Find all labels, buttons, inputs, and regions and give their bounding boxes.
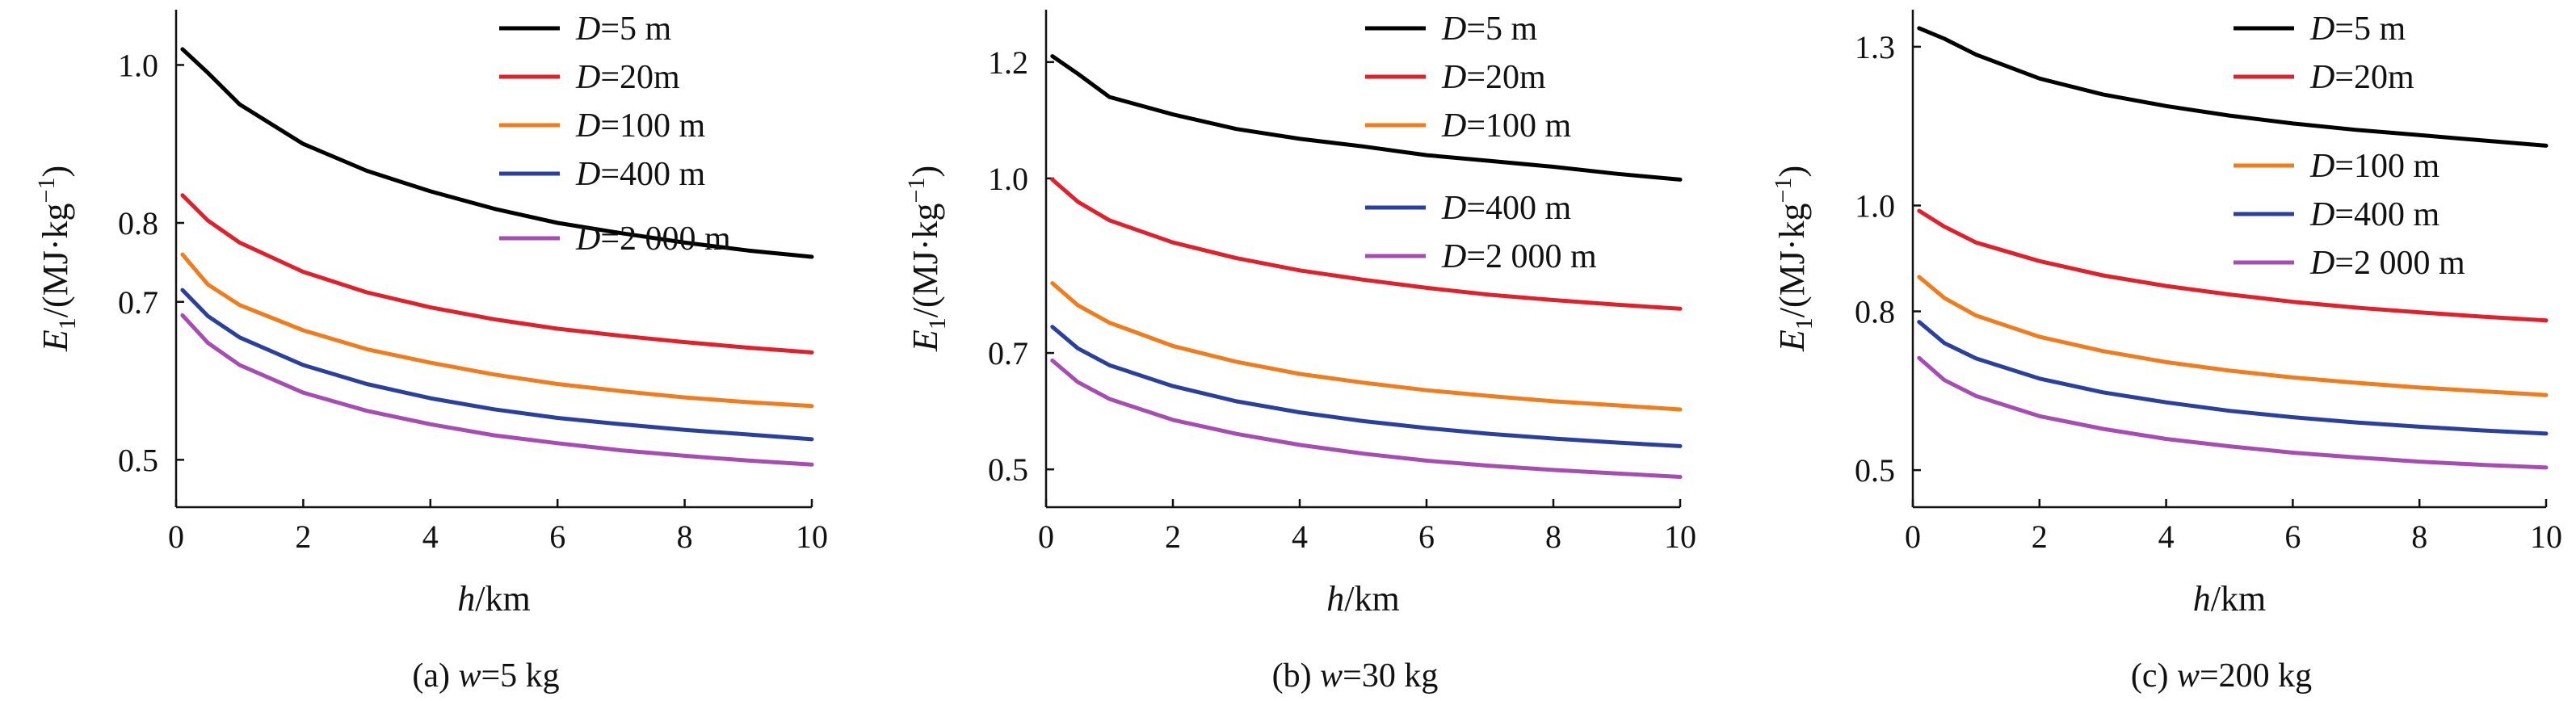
y-axis-label: E1/(MJ·kg−1) xyxy=(33,166,81,352)
series-line-1 xyxy=(1050,54,1683,182)
x-tick-label: 10 xyxy=(1664,518,1696,555)
series-line-4 xyxy=(180,288,814,442)
x-axis-label: h/km xyxy=(1326,579,1399,619)
x-tick-label: 0 xyxy=(1905,518,1921,555)
legend-label: D=100 m xyxy=(1441,107,1572,145)
series-line-3 xyxy=(1917,275,2549,397)
series-line-3 xyxy=(1050,281,1683,412)
y-tick-label: 1.3 xyxy=(1855,29,1895,65)
panel-caption: (a) w=5 kg xyxy=(412,657,559,695)
x-tick-label: 10 xyxy=(796,518,828,555)
legend-label: D=400 m xyxy=(2309,196,2440,233)
y-axis-label: E1/(MJ·kg−1) xyxy=(903,166,951,352)
series-line-5 xyxy=(180,313,814,467)
series-line-5 xyxy=(1050,358,1683,479)
legend-label: D=100 m xyxy=(575,107,706,145)
series-line-1 xyxy=(180,47,814,259)
x-axis-label: h/km xyxy=(457,579,530,619)
x-tick-label: 8 xyxy=(677,518,693,555)
legend-label: D=400 m xyxy=(575,156,706,193)
x-tick-label: 2 xyxy=(1165,518,1181,555)
legend-label: D=20m xyxy=(1441,59,1546,96)
legend-label: D=5 m xyxy=(575,10,672,48)
x-tick-label: 2 xyxy=(2032,518,2048,555)
chart-panel-1: 0 2 4 6 8 10 0.5 0.7 0.8 1.0 h/km E1/(MJ·kg−1) D=5 m… xyxy=(33,10,828,695)
x-tick-label: 6 xyxy=(2284,518,2301,555)
legend-label: D=400 m xyxy=(1441,190,1572,227)
y-tick-label: 0.5 xyxy=(1855,452,1895,489)
panel-caption: (b) w=30 kg xyxy=(1272,657,1439,695)
y-tick-label: 1.0 xyxy=(118,47,158,83)
x-axis-label: h/km xyxy=(2193,579,2266,619)
x-tick-label: 6 xyxy=(549,518,565,555)
x-tick-label: 6 xyxy=(1418,518,1435,555)
y-tick-label: 0.7 xyxy=(988,335,1028,371)
legend-label: D=20m xyxy=(2309,59,2414,96)
x-tick-label: 2 xyxy=(295,518,311,555)
series-line-5 xyxy=(1917,355,2549,470)
series-line-1 xyxy=(1917,26,2549,148)
series-line-4 xyxy=(1917,320,2549,436)
y-tick-label: 0.5 xyxy=(988,451,1028,488)
legend-label: D=5 m xyxy=(2309,10,2406,48)
legend-label: D=5 m xyxy=(1441,10,1538,48)
legend-label: D=2 000 m xyxy=(1441,238,1597,275)
chart-panel-3: 0 2 4 6 8 10 0.5 0.8 1.0 1.3 h/km E1/(MJ·kg−1) D=5 m… xyxy=(1770,10,2562,695)
x-tick-label: 4 xyxy=(2158,518,2175,555)
x-tick-label: 0 xyxy=(1038,518,1054,555)
series-line-2 xyxy=(1050,177,1683,311)
legend-label: D=2 000 m xyxy=(2309,245,2465,282)
y-tick-label: 0.8 xyxy=(118,205,158,241)
x-tick-label: 0 xyxy=(168,518,184,555)
series-line-3 xyxy=(180,252,814,409)
y-tick-label: 1.0 xyxy=(1855,187,1895,224)
legend-label: D=100 m xyxy=(2309,148,2440,185)
panel-caption: (c) w=200 kg xyxy=(2131,657,2312,695)
x-tick-label: 4 xyxy=(422,518,439,555)
x-tick-label: 8 xyxy=(1545,518,1561,555)
x-tick-label: 10 xyxy=(2530,518,2562,555)
x-tick-label: 8 xyxy=(2411,518,2427,555)
series-line-2 xyxy=(180,193,814,355)
legend-label: D=2 000 m xyxy=(575,220,731,258)
y-tick-label: 0.5 xyxy=(118,442,158,478)
legend-label: D=20m xyxy=(575,59,680,96)
y-tick-label: 1.0 xyxy=(988,161,1028,197)
series-line-2 xyxy=(1917,208,2549,323)
series-line-4 xyxy=(1050,325,1683,448)
chart-panel-2: 0 2 4 6 8 10 0.5 0.7 1.0 1.2 h/km E1/(MJ·kg−1) D=5 m… xyxy=(903,10,1696,695)
y-axis-label: E1/(MJ·kg−1) xyxy=(1770,166,1817,352)
y-tick-label: 0.8 xyxy=(1855,294,1895,330)
y-tick-label: 1.2 xyxy=(988,44,1028,81)
y-tick-label: 0.7 xyxy=(118,284,158,321)
x-tick-label: 4 xyxy=(1292,518,1308,555)
